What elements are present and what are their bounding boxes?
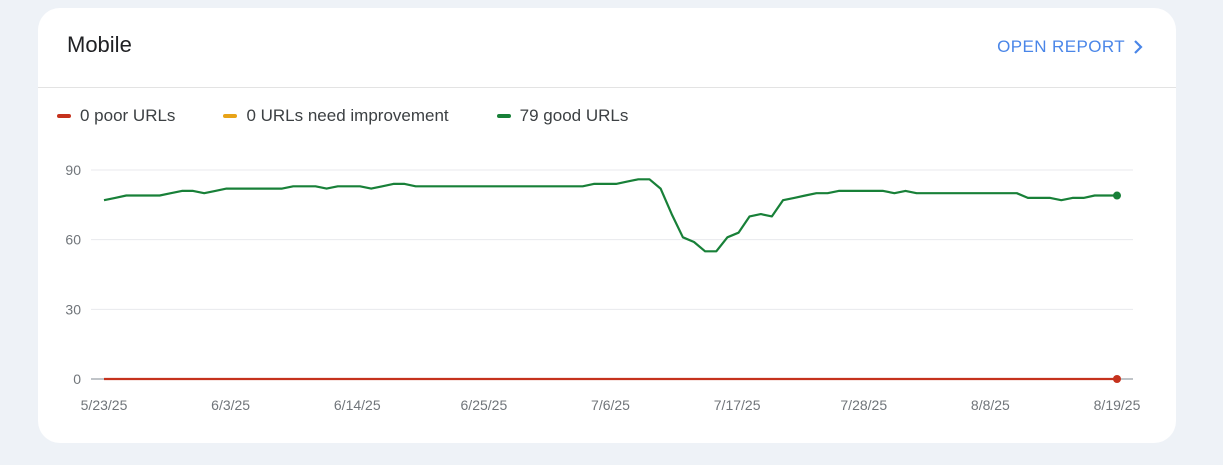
x-tick-label: 8/8/25 — [971, 397, 1010, 413]
legend-swatch-need-improvement — [223, 114, 238, 118]
x-tick-label: 7/6/25 — [591, 397, 630, 413]
legend-label-poor: 0 poor URLs — [80, 106, 176, 125]
x-tick-label: 5/23/25 — [81, 397, 128, 413]
legend-item-need-improvement[interactable]: 0 URLs need improvement — [223, 106, 449, 126]
legend-label-need-improvement: 0 URLs need improvement — [246, 106, 449, 125]
legend-item-good[interactable]: 79 good URLs — [496, 106, 629, 126]
mobile-report-card: Mobile OPEN REPORT 0 poor URLs 0 URLs ne… — [38, 8, 1176, 443]
series-line-good-urls — [103, 178, 1117, 253]
x-tick-label: 8/19/25 — [1094, 397, 1141, 413]
x-tick-label: 7/28/25 — [840, 397, 887, 413]
legend-item-poor[interactable]: 0 poor URLs — [57, 106, 175, 126]
card-title: Mobile — [67, 32, 132, 57]
x-tick-label: 6/14/25 — [334, 397, 381, 413]
series-endpoint-good-urls — [1113, 191, 1121, 200]
legend-swatch-poor — [57, 114, 71, 118]
chart-legend: 0 poor URLs 0 URLs need improvement 79 g… — [57, 106, 676, 126]
legend-swatch-good — [496, 114, 511, 118]
chevron-right-icon — [1133, 40, 1143, 54]
x-tick-label: 7/17/25 — [714, 397, 761, 413]
y-tick-label: 0 — [73, 371, 81, 387]
x-tick-label: 6/3/25 — [211, 397, 250, 413]
series-endpoint-poor-urls — [1113, 375, 1121, 383]
y-tick-label: 60 — [65, 232, 81, 248]
y-tick-label: 90 — [65, 162, 81, 178]
line-chart: 0 30 60 90 5/23/25 6/3/25 6/14/25 6/25/25 7/6/25… — [65, 162, 1141, 413]
legend-label-good: 79 good URLs — [519, 106, 629, 125]
open-report-button[interactable]: OPEN REPORT — [997, 37, 1143, 57]
open-report-label: OPEN REPORT — [997, 37, 1125, 56]
y-tick-label: 30 — [65, 301, 81, 317]
x-tick-label: 6/25/25 — [461, 397, 508, 413]
card-header: Mobile OPEN REPORT — [38, 8, 1176, 88]
